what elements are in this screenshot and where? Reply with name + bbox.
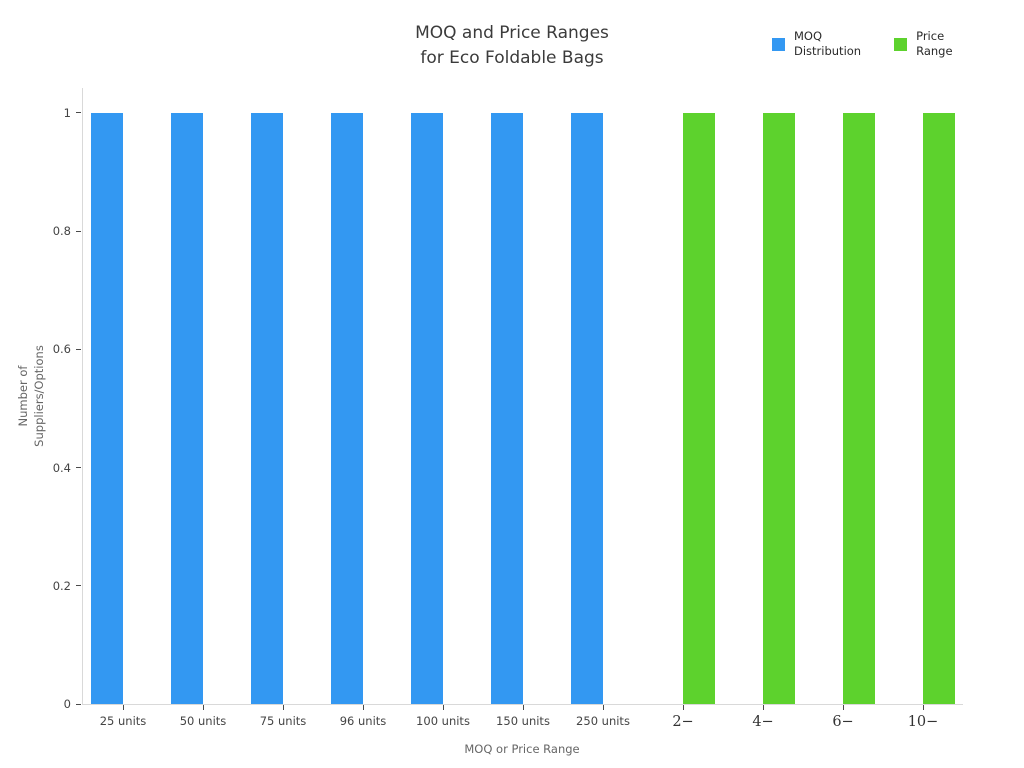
x-tick-label: 96 units [339,714,387,728]
x-tick-mark [682,705,684,710]
price-legend-swatch-icon [894,37,908,51]
bar-moq-distribution-75-units [251,113,283,704]
x-tick-label: 10− [907,714,939,730]
x-tick-label: 4− [752,714,774,730]
y-tick-mark [76,112,81,114]
x-tick-mark [522,705,524,710]
bar-moq-distribution-25-units [91,113,123,704]
plot-area: 0 0.2 0.4 0.6 0.8 1 25 units 50 units 75 units 96… [53,88,963,730]
x-tick-mark [202,705,204,710]
y-axis-title: Number of Suppliers/Options [16,345,46,447]
bar-moq-distribution-96-units [331,113,363,704]
legend-item-moq: MOQ Distribution [772,29,861,59]
bar-moq-distribution-50-units [171,113,203,704]
bar-moq-distribution-150-units [491,113,523,704]
x-tick-mark [122,705,124,710]
x-tick-label: 2− [672,714,694,730]
y-tick-label: 0.2 [52,578,71,593]
y-tick-label: 1 [63,105,71,120]
y-tick-label: 0 [63,697,71,711]
moq-legend-swatch-icon [772,37,785,51]
x-tick-mark [762,705,764,710]
legend: MOQ Distribution Price Range [772,29,953,59]
x-tick-label: 25 units [99,714,147,728]
x-tick-label: 50 units [179,714,227,728]
y-tick-label: 0.4 [52,460,71,475]
bar-moq-distribution-250-units [571,113,603,704]
x-tick-mark [602,705,604,710]
chart-title: MOQ and Price Ranges for Eco Foldable Ba… [415,23,609,68]
bar-moq-distribution-100-units [411,113,443,704]
y-tick-label: 0.8 [52,224,71,239]
x-tick-mark [442,705,444,710]
x-tick-label: 6− [832,714,854,730]
x-tick-label: 150 units [496,714,550,728]
legend-label-price: Price Range [916,29,953,58]
y-tick-mark [76,703,81,705]
bar-price-range-4 [763,113,795,704]
bar-price-range-2 [683,113,715,704]
x-tick-label: 250 units [576,714,630,728]
bar-price-range-6 [843,113,875,704]
y-tick-label: 0.6 [52,342,71,357]
y-tick-mark [76,467,81,469]
y-tick-mark [76,585,81,587]
x-tick-label: 100 units [416,714,470,728]
x-tick-mark [922,705,924,710]
x-tick-mark [842,705,844,710]
y-tick-mark [76,230,81,232]
legend-label-moq: MOQ Distribution [794,29,862,58]
y-tick-mark [76,348,81,350]
x-axis-title: MOQ or Price Range [464,742,580,756]
legend-item-price: Price Range [894,29,953,59]
x-tick-label: 75 units [259,714,307,728]
x-tick-mark [362,705,364,710]
bar-price-range-10 [923,113,955,704]
x-tick-mark [282,705,284,710]
